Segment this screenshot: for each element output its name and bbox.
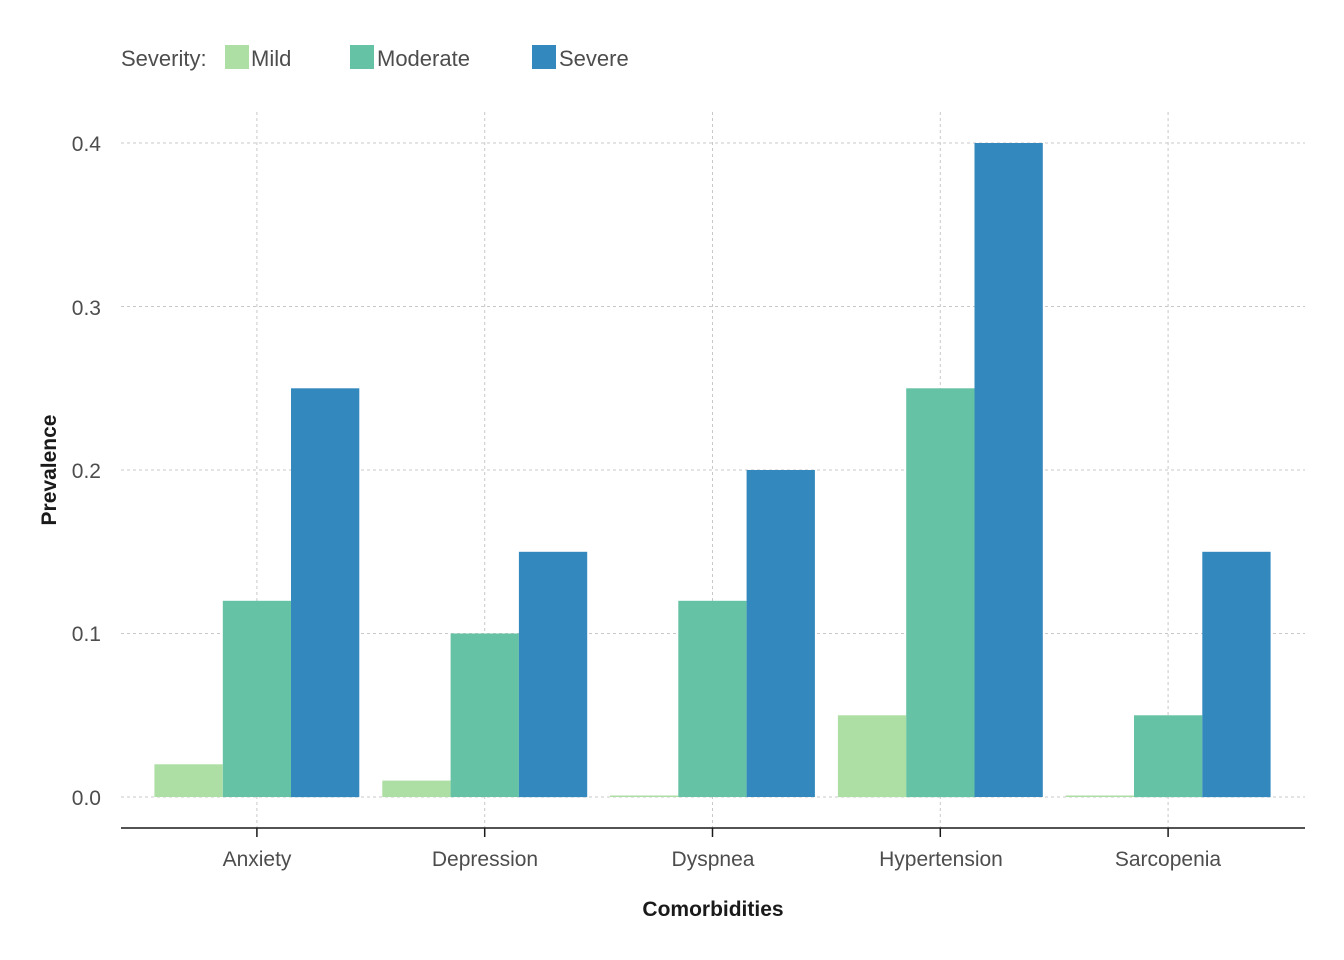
x-tick-label: Depression xyxy=(432,848,538,871)
bar-mild-sarcopenia xyxy=(1065,795,1134,797)
bar-moderate-depression xyxy=(450,633,519,797)
legend-swatch-severe xyxy=(532,45,556,69)
bar-moderate-hypertension xyxy=(906,388,975,798)
y-tick-label: 0.1 xyxy=(72,623,101,646)
bar-moderate-dyspnea xyxy=(678,600,747,797)
legend-swatch-mild xyxy=(225,45,249,69)
bar-moderate-anxiety xyxy=(222,600,292,797)
legend-swatch-moderate xyxy=(350,45,374,69)
y-tick-label: 0.4 xyxy=(72,133,102,156)
legend-title: Severity: xyxy=(121,46,207,71)
bar-mild-anxiety xyxy=(154,764,223,797)
y-axis-ticks: 0.0 0.1 0.2 0.3 0.4 xyxy=(72,133,102,810)
y-axis-title: Prevalence xyxy=(38,415,61,526)
bar-mild-dyspnea xyxy=(610,795,679,797)
bar-severe-anxiety xyxy=(291,388,360,798)
bars xyxy=(154,143,1271,798)
y-tick-label: 0.2 xyxy=(72,460,101,483)
bar-mild-hypertension xyxy=(837,715,907,798)
x-tick-label: Sarcopenia xyxy=(1115,848,1222,871)
x-axis-labels: Anxiety Depression Dyspnea Hypertension … xyxy=(223,848,1222,871)
legend: Severity: Mild Moderate Severe xyxy=(121,45,629,71)
legend-label-mild: Mild xyxy=(251,46,291,71)
bar-moderate-sarcopenia xyxy=(1134,715,1203,798)
legend-label-moderate: Moderate xyxy=(377,46,470,71)
x-tick-label: Hypertension xyxy=(879,848,1003,871)
bar-severe-sarcopenia xyxy=(1202,551,1271,798)
bar-severe-depression xyxy=(518,551,588,798)
bar-mild-depression xyxy=(382,780,451,797)
legend-label-severe: Severe xyxy=(559,46,629,71)
y-tick-label: 0.0 xyxy=(72,787,101,810)
bar-severe-dyspnea xyxy=(746,470,815,797)
y-tick-label: 0.3 xyxy=(72,297,101,320)
bar-severe-hypertension xyxy=(974,143,1043,797)
x-tick-label: Anxiety xyxy=(223,848,292,871)
x-axis-title: Comorbidities xyxy=(642,898,783,921)
x-axis-ticks xyxy=(256,828,1169,837)
x-tick-label: Dyspnea xyxy=(672,848,755,871)
